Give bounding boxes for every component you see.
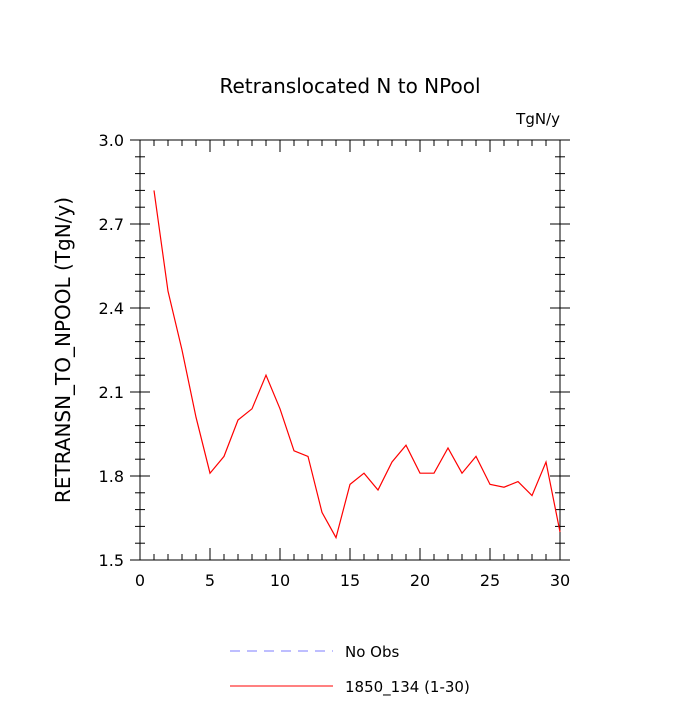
y-axis-label: RETRANSN_TO_NPOOL (TgN/y) xyxy=(51,197,75,503)
plot-frame xyxy=(139,139,561,561)
y-tick-label: 1.5 xyxy=(99,551,124,570)
x-tick-label: 20 xyxy=(410,571,430,590)
y-tick-label: 2.1 xyxy=(99,383,124,402)
y-tick-label: 2.4 xyxy=(99,299,124,318)
axis-tick-labels: 0 5 10 15 20 25 30 1.5 1.8 2.1 2.4 2.7 3.0 xyxy=(99,131,571,590)
y-tick-label: 3.0 xyxy=(99,131,124,150)
x-tick-label: 25 xyxy=(480,571,500,590)
units-label: TgN/y xyxy=(515,110,560,128)
chart-title: Retranslocated N to NPool xyxy=(219,74,480,98)
legend: No Obs 1850_134 (1-30) xyxy=(230,643,470,697)
legend-label: No Obs xyxy=(345,643,399,661)
y-tick-label: 2.7 xyxy=(99,215,124,234)
axis-ticks xyxy=(130,139,570,561)
legend-label: 1850_134 (1-30) xyxy=(345,678,470,697)
x-tick-label: 5 xyxy=(205,571,215,590)
series-lines xyxy=(153,190,561,540)
y-tick-label: 1.8 xyxy=(99,467,124,486)
x-tick-label: 0 xyxy=(135,571,145,590)
x-tick-label: 15 xyxy=(340,571,360,590)
x-tick-label: 30 xyxy=(550,571,570,590)
x-tick-label: 10 xyxy=(270,571,290,590)
series-line xyxy=(153,190,561,540)
